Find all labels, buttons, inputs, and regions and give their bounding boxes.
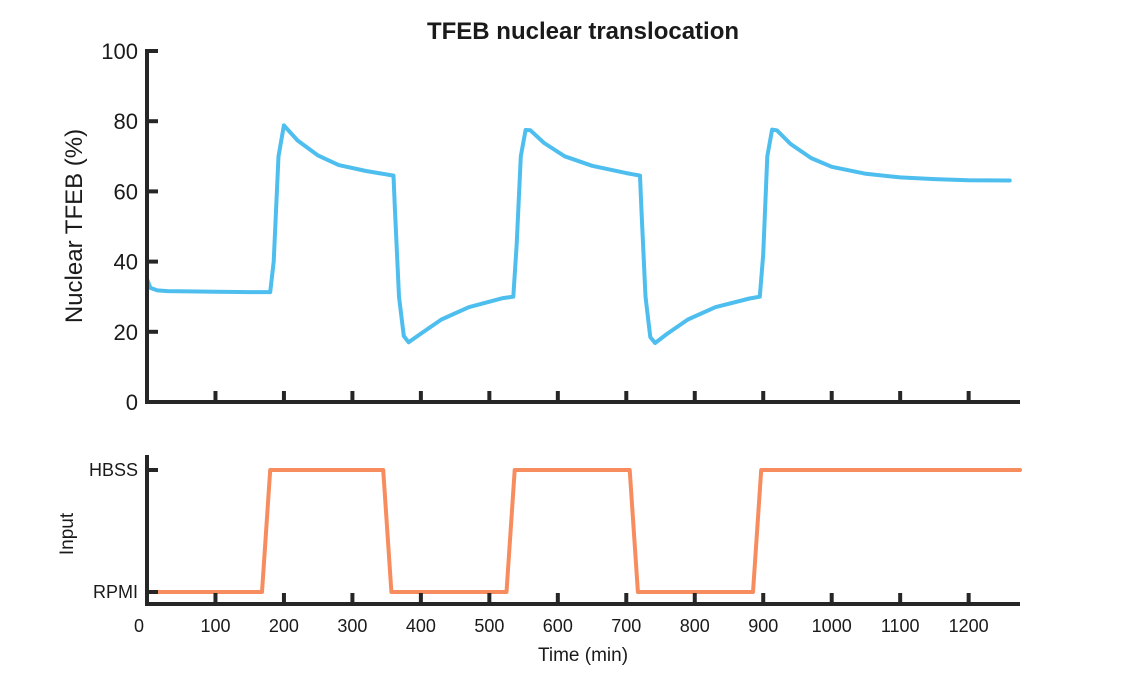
top-panel: 0 20 40 60 80 100 (101, 39, 1020, 415)
top-y-tick-label: 80 (114, 109, 138, 134)
x-axis-label: Time (min) (538, 645, 628, 666)
top-y-axis-label: Nuclear TFEB (%) (61, 129, 88, 323)
x-tick-label: 300 (337, 616, 367, 636)
bottom-y-tick-label: HBSS (89, 460, 138, 480)
bottom-panel: RPMI HBSS 0 100 200 300 400 500 600 700 800 900 1000… (89, 455, 1022, 636)
x-tick-label: 1100 (881, 616, 920, 636)
x-tick-label: 500 (474, 616, 504, 636)
x-tick-label: 1200 (949, 616, 989, 636)
bottom-axes: RPMI HBSS 0 100 200 300 400 500 600 700 800 900 1000… (89, 455, 1020, 636)
x-tick-label: 1000 (812, 616, 852, 636)
x-tick-label: 700 (611, 616, 641, 636)
top-y-tick-label: 60 (114, 179, 138, 204)
x-tick-label: 100 (200, 616, 230, 636)
x-tick-label: 600 (543, 616, 573, 636)
top-y-tick-label: 20 (114, 320, 138, 345)
x-tick-label: 900 (748, 616, 778, 636)
top-series-line (145, 123, 1012, 345)
x-tick-label: 400 (406, 616, 436, 636)
top-y-tick-label: 100 (101, 39, 138, 64)
bottom-y-axis-label: Input (57, 512, 78, 555)
chart-title: TFEB nuclear translocation (427, 18, 739, 45)
x-tick-label: 0 (134, 616, 144, 636)
top-y-tick-label: 0 (126, 390, 138, 415)
top-series-layer (145, 123, 1012, 345)
bottom-y-tick-label: RPMI (93, 582, 138, 602)
x-tick-label: 800 (680, 616, 710, 636)
top-y-tick-label: 40 (114, 250, 138, 275)
top-axes: 0 20 40 60 80 100 (101, 39, 1020, 415)
bottom-series-line (145, 468, 1022, 594)
x-tick-label: 200 (269, 616, 299, 636)
bottom-series-layer (145, 468, 1022, 594)
